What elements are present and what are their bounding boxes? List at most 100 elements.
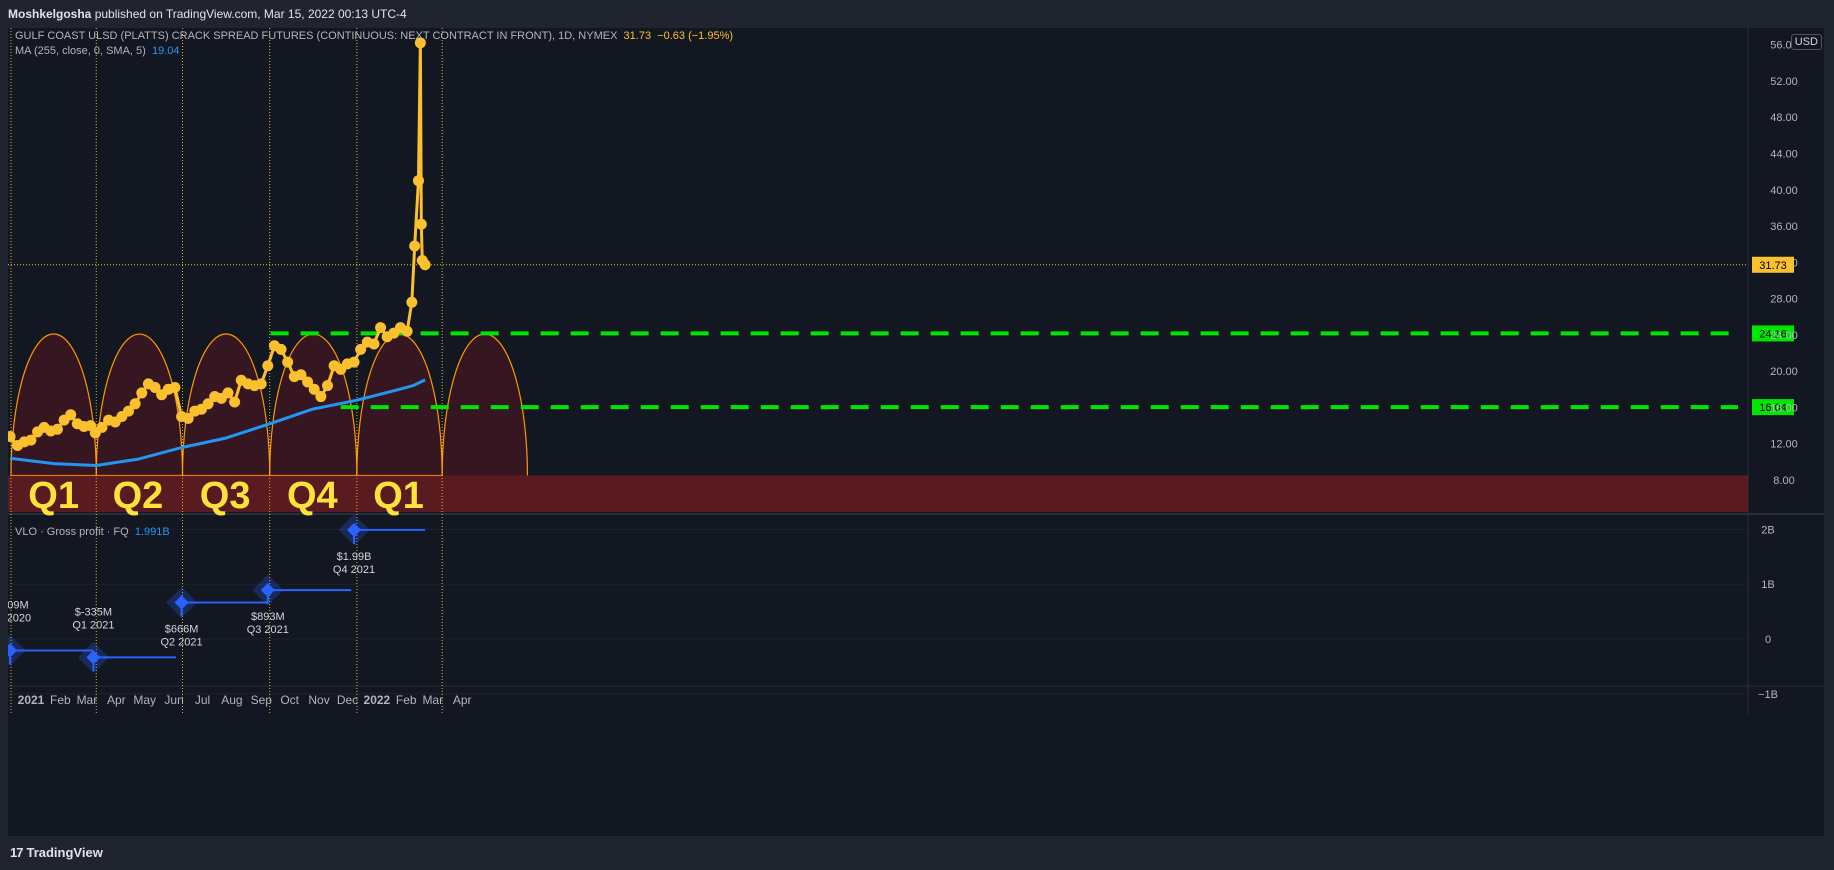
- time-axis-tick: Apr: [453, 693, 472, 707]
- price-axis-tick: 36.00: [1770, 221, 1798, 233]
- price-point[interactable]: [129, 398, 141, 410]
- price-axis-tick: 52.00: [1770, 76, 1798, 88]
- main-pane-bg: [8, 28, 1824, 512]
- last-price-label-text: 31.73: [1759, 260, 1787, 272]
- price-axis-tick: 48.00: [1770, 112, 1798, 124]
- price-point[interactable]: [414, 37, 426, 49]
- price-point[interactable]: [321, 380, 333, 392]
- published-text: published on TradingView.com, Mar 15, 20…: [94, 7, 407, 21]
- price-axis-tick: 20.00: [1770, 366, 1798, 378]
- tradingview-mark-icon: 17: [10, 845, 24, 860]
- indicator-axis-tick: 1B: [1761, 579, 1774, 591]
- time-axis-tick: Oct: [280, 693, 299, 707]
- time-axis-tick: Sep: [251, 693, 273, 707]
- price-point[interactable]: [409, 240, 421, 252]
- price-point[interactable]: [169, 381, 181, 393]
- quarter-label: Q4: [287, 475, 338, 517]
- price-point[interactable]: [302, 376, 314, 388]
- quarter-arc: [181, 333, 271, 477]
- price-point[interactable]: [229, 396, 241, 408]
- price-point[interactable]: [25, 434, 37, 446]
- time-axis-tick: Jun: [164, 693, 183, 707]
- price-point[interactable]: [419, 259, 431, 271]
- gross-profit-marker[interactable]: [260, 582, 275, 598]
- time-axis-tick: Mar: [422, 693, 443, 707]
- currency-badge[interactable]: USD: [1790, 34, 1822, 50]
- indicator-label[interactable]: VLO · Gross profit · FQ: [15, 526, 129, 538]
- quarter-label: Q3: [200, 475, 251, 517]
- price-point[interactable]: [182, 412, 194, 424]
- time-axis: 2021 Feb Mar Apr May Jun Jul Aug Sep Oct Nov Dec 202…: [18, 693, 472, 707]
- price-point[interactable]: [308, 383, 320, 395]
- gross-profit-value-label: $666M: [165, 624, 199, 636]
- gross-profit-value-label: $-209M: [8, 599, 29, 611]
- gross-profit-marker[interactable]: [174, 595, 189, 610]
- gross-profit-value-label: $893M: [251, 611, 285, 623]
- price-point[interactable]: [282, 356, 294, 368]
- last-price: 31.73: [623, 30, 652, 42]
- price-axis-tick: 28.00: [1770, 294, 1798, 306]
- price-point[interactable]: [255, 378, 267, 390]
- price-point[interactable]: [275, 343, 287, 355]
- price-point[interactable]: [295, 369, 307, 381]
- price-point[interactable]: [136, 387, 148, 399]
- ma-label[interactable]: MA (255, close, 0, SMA, 5): [15, 45, 146, 57]
- time-axis-tick: Jul: [195, 693, 210, 707]
- indicator-axis-tick: 0: [1765, 634, 1771, 646]
- price-axis-tick: 16.00: [1770, 402, 1798, 414]
- ma-legend: MA (255, close, 0, SMA, 5) 19.04: [15, 45, 180, 57]
- price-point[interactable]: [51, 423, 63, 435]
- symbol-title[interactable]: GULF COAST ULSD (PLATTS) CRACK SPREAD FU…: [15, 30, 618, 42]
- price-point[interactable]: [8, 430, 16, 442]
- price-point[interactable]: [406, 296, 418, 308]
- level-label-bg: [1752, 399, 1794, 416]
- gross-profit-marker[interactable]: [86, 650, 101, 665]
- gross-profit-value-label: $-335M: [75, 606, 112, 618]
- author-name[interactable]: Moshkelgosha: [8, 7, 92, 21]
- time-axis-tick: May: [133, 693, 156, 707]
- time-axis-tick: 2021: [18, 693, 45, 707]
- time-axis-tick: Feb: [396, 693, 417, 707]
- chart-frame[interactable]: 24.16 16.04 Q1 Q2 Q3 Q4 Q1 8.00 12.00 16.00 20.00 2…: [8, 28, 1824, 836]
- price-point[interactable]: [123, 405, 135, 417]
- gross-profit-marker[interactable]: [8, 643, 18, 658]
- time-axis-tick: Apr: [107, 693, 126, 707]
- price-point[interactable]: [375, 322, 387, 334]
- price-point[interactable]: [149, 381, 161, 393]
- price-point[interactable]: [368, 338, 380, 350]
- price-point[interactable]: [401, 325, 413, 337]
- time-axis-tick: Nov: [308, 693, 329, 707]
- chart-canvas[interactable]: 24.16 16.04 Q1 Q2 Q3 Q4 Q1 8.00 12.00 16.00 20.00 2…: [8, 28, 1824, 836]
- price-points: [8, 37, 431, 452]
- level-label-text: 16.04: [1759, 402, 1787, 414]
- price-point[interactable]: [262, 360, 274, 372]
- price-point[interactable]: [412, 175, 424, 187]
- time-axis-tick: Mar: [77, 693, 98, 707]
- ma-series-line[interactable]: [9, 378, 426, 467]
- price-axis-tick: 40.00: [1770, 185, 1798, 197]
- gross-profit-period-label: Q2 2021: [160, 637, 202, 649]
- indicator-axis: 2B 1B 0 −1B: [1758, 524, 1778, 700]
- price-point[interactable]: [222, 387, 234, 399]
- gross-profit-period-label: Q1 2021: [72, 619, 114, 631]
- footer: 17 TradingView: [0, 836, 1834, 870]
- quarter-label: Q1: [28, 475, 79, 517]
- gross-profit-marker[interactable]: [346, 522, 362, 537]
- price-point[interactable]: [315, 391, 327, 403]
- indicator-legend: VLO · Gross profit · FQ 1.991B: [15, 526, 170, 538]
- time-axis-tick: Aug: [221, 693, 242, 707]
- tradingview-logo[interactable]: 17 TradingView: [10, 845, 103, 860]
- gross-profit-period-label: Q3 2021: [247, 624, 289, 636]
- price-point[interactable]: [65, 409, 77, 421]
- price-point[interactable]: [202, 398, 214, 410]
- quarter-label: Q1: [373, 475, 424, 517]
- price-point[interactable]: [348, 356, 360, 368]
- price-point[interactable]: [415, 218, 427, 230]
- price-point[interactable]: [355, 343, 367, 355]
- price-point[interactable]: [96, 421, 108, 433]
- price-axis-tick: 8.00: [1773, 475, 1794, 487]
- time-axis-tick: 2022: [364, 693, 391, 707]
- sub-pane-bg: [8, 517, 1824, 686]
- price-change: −0.63 (−1.95%): [657, 30, 734, 42]
- indicator-value: 1.991B: [134, 526, 170, 538]
